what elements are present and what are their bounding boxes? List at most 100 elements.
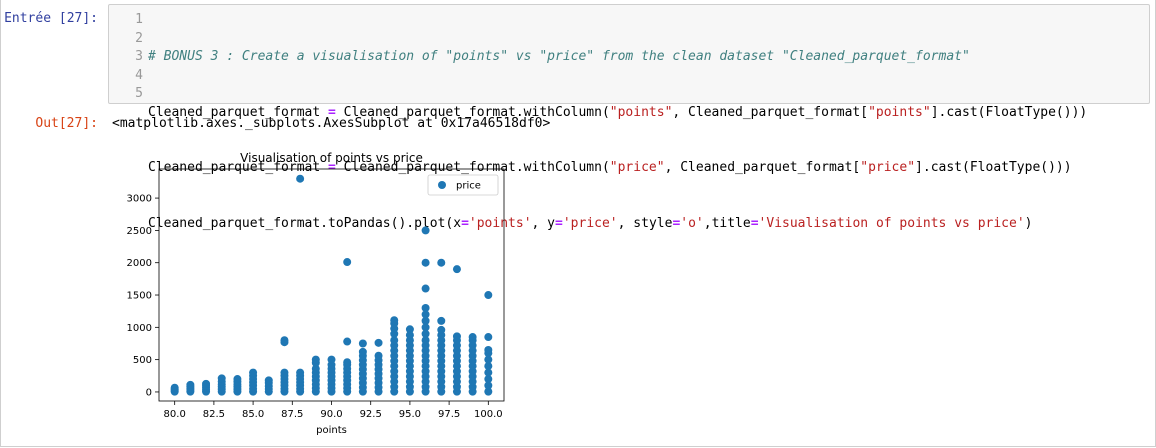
code-token: ].cast(FloatType())): [915, 160, 1072, 175]
y-tick-label: 1500: [127, 291, 152, 302]
legend-box: [427, 174, 499, 196]
data-point: [484, 355, 493, 364]
data-point: [484, 381, 493, 390]
y-tick-label: 1000: [127, 323, 152, 334]
y-tick-label: 2000: [127, 258, 152, 269]
code-token: Cleaned_parquet_format.withColumn(: [335, 160, 610, 175]
input-prompt: Entrée [27]:: [4, 11, 98, 26]
code-string: 'o': [680, 215, 704, 231]
data-point: [484, 387, 493, 396]
y-tick-label: 3000: [127, 194, 152, 205]
data-point: [358, 347, 367, 356]
x-tick-label: 80.0: [164, 409, 186, 420]
x-tick-label: 82.5: [203, 409, 225, 420]
code-operator: =: [555, 215, 563, 231]
data-point: [484, 345, 493, 354]
data-point: [296, 368, 305, 377]
line-number: 5: [135, 86, 143, 101]
line-number: 4: [135, 67, 143, 83]
line-number: 2: [135, 30, 143, 46]
code-string: 'price': [562, 215, 618, 231]
code-string: "price": [860, 160, 916, 175]
output-prompt: Out[27]:: [35, 116, 98, 131]
code-token: , Cleaned_parquet_format[: [664, 160, 861, 175]
output-text: <matplotlib.axes._subplots.AxesSubplot a…: [112, 116, 551, 131]
chart-title: Visualisation of points vs price: [240, 151, 423, 165]
data-point: [452, 332, 461, 341]
data-point: [170, 383, 179, 392]
data-point: [468, 333, 477, 342]
y-tick-label: 2500: [127, 226, 152, 237]
data-point: [484, 362, 493, 371]
code-token: Cleaned_parquet_format: [148, 104, 329, 120]
code-operator: =: [672, 215, 681, 231]
code-token: Cleaned_parquet_format: [148, 160, 329, 175]
code-token: , Cleaned_parquet_format[: [672, 104, 869, 120]
data-point: [421, 226, 430, 235]
data-point: [405, 331, 414, 340]
chart-svg: Visualisation of points vs price 80.0 82.5…: [127, 151, 505, 436]
code-line-1[interactable]: # BONUS 3 : Create a visualisation of "p…: [148, 48, 1087, 67]
code-operator: =: [750, 215, 759, 231]
code-string: "points": [868, 104, 931, 120]
data-point: [327, 355, 336, 364]
data-point: [280, 368, 289, 377]
x-tick-label: 85.0: [242, 409, 264, 420]
legend-label: price: [456, 181, 481, 192]
code-line-4[interactable]: Cleaned_parquet_format.toPandas().plot(x…: [148, 215, 1087, 234]
code-token: Cleaned_parquet_format.toPandas().plot(x: [148, 215, 462, 231]
code-lines[interactable]: # BONUS 3 : Create a visualisation of "p…: [148, 11, 1087, 326]
data-point: [421, 258, 430, 267]
data-point: [405, 325, 414, 334]
code-editor[interactable]: 1 2 3 4 5 # BONUS 3 : Create a visualisa…: [108, 4, 1150, 231]
data-point: [484, 333, 493, 342]
code-token: , y: [531, 215, 556, 231]
data-point: [233, 375, 242, 384]
data-point: [264, 376, 273, 385]
x-axis-label: points: [316, 425, 347, 436]
data-point: [358, 339, 367, 348]
code-operator: =: [461, 215, 469, 231]
data-point: [484, 375, 493, 384]
data-point: [421, 310, 430, 319]
data-point: [421, 316, 430, 325]
data-point: [421, 329, 430, 338]
code-token: ): [1024, 215, 1033, 231]
x-tick-label: 97.5: [438, 409, 460, 420]
data-point: [484, 368, 493, 377]
data-point: [311, 355, 320, 364]
data-point: [343, 258, 352, 267]
code-token: Cleaned_parquet_format.withColumn(: [335, 104, 610, 120]
x-tick-label: 87.5: [281, 409, 303, 420]
data-point: [186, 380, 195, 389]
data-point: [421, 336, 430, 345]
data-point: [280, 336, 289, 345]
x-tick-label: 90.0: [320, 409, 342, 420]
code-line-2[interactable]: Cleaned_parquet_format = Cleaned_parquet…: [148, 104, 1087, 123]
data-point: [311, 364, 320, 373]
data-point: [296, 174, 305, 183]
line-number: 3: [135, 49, 143, 64]
x-tick-label: 95.0: [399, 409, 421, 420]
data-point: [374, 351, 383, 360]
code-line-3[interactable]: Cleaned_parquet_format = Cleaned_parquet…: [148, 159, 1087, 178]
code-token: , style: [617, 215, 673, 231]
data-point: [343, 358, 352, 367]
data-point: [437, 325, 446, 334]
data-point: [217, 374, 226, 383]
data-point: [343, 337, 352, 346]
code-string: 'points': [468, 215, 532, 231]
scatter-plot: Visualisation of points vs price 80.0 82.5…: [109, 140, 529, 440]
data-point: [421, 303, 430, 312]
data-point: [390, 316, 399, 325]
line-number: 1: [135, 12, 143, 27]
y-tick-label: 500: [133, 355, 152, 366]
data-point: [437, 258, 446, 267]
data-point: [437, 316, 446, 325]
code-string: "points": [609, 104, 673, 120]
data-point: [421, 284, 430, 293]
data-point: [452, 265, 461, 274]
data-point: [484, 291, 493, 300]
data-point: [374, 338, 383, 347]
